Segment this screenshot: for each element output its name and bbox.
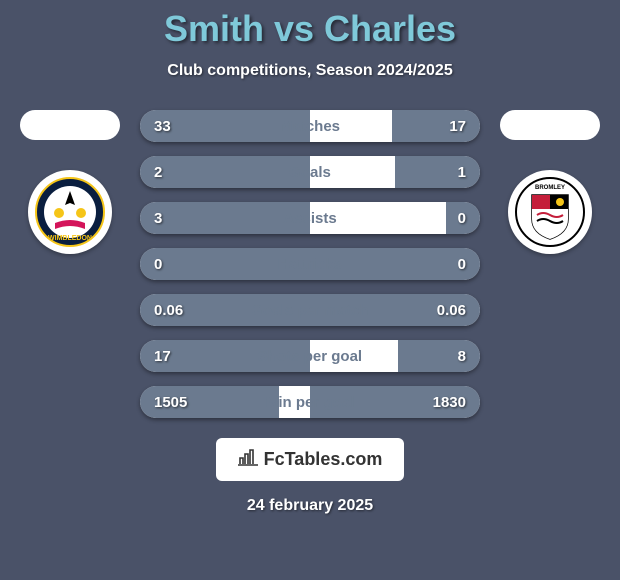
stat-row: 17 8 Shots per goal xyxy=(140,340,480,372)
stat-label: Assists xyxy=(283,210,336,227)
bromley-crest-icon: BROMLEY xyxy=(515,177,585,247)
stat-label: Matches xyxy=(280,118,340,135)
subtitle: Club competitions, Season 2024/2025 xyxy=(167,62,452,80)
stat-value-right: 1830 xyxy=(433,394,466,411)
stat-label: Min per goal xyxy=(266,394,354,411)
stat-row: 3 0 Assists xyxy=(140,202,480,234)
right-player-avatar xyxy=(500,110,600,140)
stat-value-left: 3 xyxy=(154,210,162,227)
stat-value-left: 1505 xyxy=(154,394,187,411)
stat-value-right: 0.06 xyxy=(437,302,466,319)
stat-value-left: 33 xyxy=(154,118,171,135)
stat-value-left: 0.06 xyxy=(154,302,183,319)
stat-bar-right xyxy=(395,156,480,188)
stat-value-left: 2 xyxy=(154,164,162,181)
left-player-column: WIMBLEDON xyxy=(20,110,120,254)
watermark-text: FcTables.com xyxy=(264,449,383,470)
stat-row: 0 0 Hattricks xyxy=(140,248,480,280)
right-club-badge: BROMLEY xyxy=(508,170,592,254)
stat-label: Goals xyxy=(289,164,331,181)
right-player-column: BROMLEY xyxy=(500,110,600,254)
main-comparison-area: WIMBLEDON 33 17 Matches 2 1 Goals 3 0 Assists 0 0 H… xyxy=(20,110,600,418)
stat-value-left: 17 xyxy=(154,348,171,365)
stats-column: 33 17 Matches 2 1 Goals 3 0 Assists 0 0 Hattricks 0.… xyxy=(140,110,480,418)
left-player-avatar xyxy=(20,110,120,140)
stat-row: 0.06 0.06 Goals per match xyxy=(140,294,480,326)
left-club-badge: WIMBLEDON xyxy=(28,170,112,254)
stat-value-right: 8 xyxy=(458,348,466,365)
stat-value-right: 0 xyxy=(458,210,466,227)
stat-value-right: 17 xyxy=(449,118,466,135)
stat-label: Hattricks xyxy=(278,256,342,273)
watermark: FcTables.com xyxy=(216,438,405,481)
stat-bar-right xyxy=(398,340,480,372)
comparison-title: Smith vs Charles xyxy=(164,8,456,50)
stat-bar-right xyxy=(392,110,480,142)
stat-row: 33 17 Matches xyxy=(140,110,480,142)
svg-text:WIMBLEDON: WIMBLEDON xyxy=(48,235,92,242)
stat-row: 2 1 Goals xyxy=(140,156,480,188)
stat-value-right: 0 xyxy=(458,256,466,273)
svg-text:BROMLEY: BROMLEY xyxy=(535,185,565,191)
stat-value-left: 0 xyxy=(154,256,162,273)
wimbledon-crest-icon: WIMBLEDON xyxy=(35,177,105,247)
stat-value-right: 1 xyxy=(458,164,466,181)
stat-bar-left xyxy=(140,156,310,188)
stat-label: Shots per goal xyxy=(258,348,362,365)
stat-row: 1505 1830 Min per goal xyxy=(140,386,480,418)
stat-label: Goals per match xyxy=(251,302,369,319)
date-caption: 24 february 2025 xyxy=(247,497,373,515)
chart-icon xyxy=(238,448,258,471)
